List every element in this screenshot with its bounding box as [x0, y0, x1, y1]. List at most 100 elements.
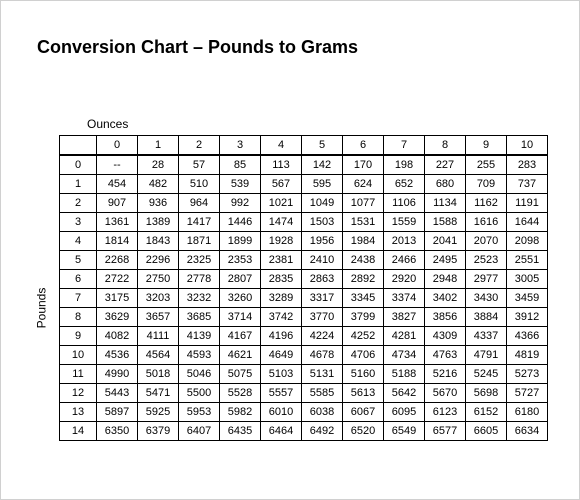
cell: 1814 — [97, 232, 138, 251]
row-header: 5 — [60, 251, 97, 270]
col-header: 1 — [138, 136, 179, 156]
cell: 3912 — [507, 308, 548, 327]
cell: 4791 — [466, 346, 507, 365]
cell: 5982 — [220, 403, 261, 422]
cell: 5528 — [220, 384, 261, 403]
cell: 1644 — [507, 213, 548, 232]
cell: 680 — [425, 175, 466, 194]
cell: 5471 — [138, 384, 179, 403]
col-header: 5 — [302, 136, 343, 156]
row-header: 0 — [60, 155, 97, 175]
table-row: 6272227502778280728352863289229202948297… — [60, 270, 548, 289]
cell: 2381 — [261, 251, 302, 270]
cell: 28 — [138, 155, 179, 175]
cell: 1389 — [138, 213, 179, 232]
cell: 6435 — [220, 422, 261, 441]
cell: 4734 — [384, 346, 425, 365]
cell: 4309 — [425, 327, 466, 346]
cell: 624 — [343, 175, 384, 194]
cell: 5046 — [179, 365, 220, 384]
cell: 3827 — [384, 308, 425, 327]
col-header: 8 — [425, 136, 466, 156]
cell: 737 — [507, 175, 548, 194]
table-row: 7317532033232326032893317334533743402343… — [60, 289, 548, 308]
cell: 1956 — [302, 232, 343, 251]
cell: 85 — [220, 155, 261, 175]
cell: 2495 — [425, 251, 466, 270]
cell: 2098 — [507, 232, 548, 251]
cell: 113 — [261, 155, 302, 175]
cell: 6180 — [507, 403, 548, 422]
row-header: 3 — [60, 213, 97, 232]
cell: 1021 — [261, 194, 302, 213]
cell: 6634 — [507, 422, 548, 441]
cell: 5925 — [138, 403, 179, 422]
cell: 3856 — [425, 308, 466, 327]
cell: 3175 — [97, 289, 138, 308]
conversion-table: 0 1 2 3 4 5 6 7 8 9 10 0--28578511314217… — [59, 135, 548, 441]
cell: 4593 — [179, 346, 220, 365]
cell: 936 — [138, 194, 179, 213]
cell: 5500 — [179, 384, 220, 403]
cell: 3374 — [384, 289, 425, 308]
table-row: 1045364564459346214649467847064734476347… — [60, 346, 548, 365]
cell: 5585 — [302, 384, 343, 403]
table-row: 1149905018504650755103513151605188521652… — [60, 365, 548, 384]
cell: 6549 — [384, 422, 425, 441]
cell: 4252 — [343, 327, 384, 346]
cell: 5075 — [220, 365, 261, 384]
cell: 4082 — [97, 327, 138, 346]
row-header: 13 — [60, 403, 97, 422]
row-header: 12 — [60, 384, 97, 403]
table-row: 1454482510539567595624652680709737 — [60, 175, 548, 194]
col-header: 6 — [343, 136, 384, 156]
cell: 6038 — [302, 403, 343, 422]
cell: 2892 — [343, 270, 384, 289]
cell: 6067 — [343, 403, 384, 422]
cell: 1616 — [466, 213, 507, 232]
cell: 709 — [466, 175, 507, 194]
cell: 6577 — [425, 422, 466, 441]
table-corner-cell — [60, 136, 97, 156]
cell: 1134 — [425, 194, 466, 213]
cell: 567 — [261, 175, 302, 194]
cell: 1559 — [384, 213, 425, 232]
cell: 4990 — [97, 365, 138, 384]
cell: 4196 — [261, 327, 302, 346]
cell: 5018 — [138, 365, 179, 384]
cell: 1191 — [507, 194, 548, 213]
col-header: 0 — [97, 136, 138, 156]
cell: 1446 — [220, 213, 261, 232]
cell: 1077 — [343, 194, 384, 213]
cell: 539 — [220, 175, 261, 194]
cell: 4819 — [507, 346, 548, 365]
cell: 6152 — [466, 403, 507, 422]
cell: 2410 — [302, 251, 343, 270]
cell: 6520 — [343, 422, 384, 441]
cell: 3799 — [343, 308, 384, 327]
table-row: 3136113891417144614741503153115591588161… — [60, 213, 548, 232]
table-row: 1463506379640764356464649265206549657766… — [60, 422, 548, 441]
cell: 454 — [97, 175, 138, 194]
cell: 6123 — [425, 403, 466, 422]
cell: -- — [97, 155, 138, 175]
cell: 1474 — [261, 213, 302, 232]
cell: 4167 — [220, 327, 261, 346]
row-header: 10 — [60, 346, 97, 365]
cell: 1843 — [138, 232, 179, 251]
cell: 4224 — [302, 327, 343, 346]
cell: 3317 — [302, 289, 343, 308]
cell: 4649 — [261, 346, 302, 365]
cell: 2750 — [138, 270, 179, 289]
cell: 4564 — [138, 346, 179, 365]
cell: 198 — [384, 155, 425, 175]
row-header: 6 — [60, 270, 97, 289]
col-header: 4 — [261, 136, 302, 156]
cell: 3260 — [220, 289, 261, 308]
cell: 1899 — [220, 232, 261, 251]
cell: 2041 — [425, 232, 466, 251]
cell: 5642 — [384, 384, 425, 403]
cell: 4337 — [466, 327, 507, 346]
row-header: 7 — [60, 289, 97, 308]
cell: 1049 — [302, 194, 343, 213]
